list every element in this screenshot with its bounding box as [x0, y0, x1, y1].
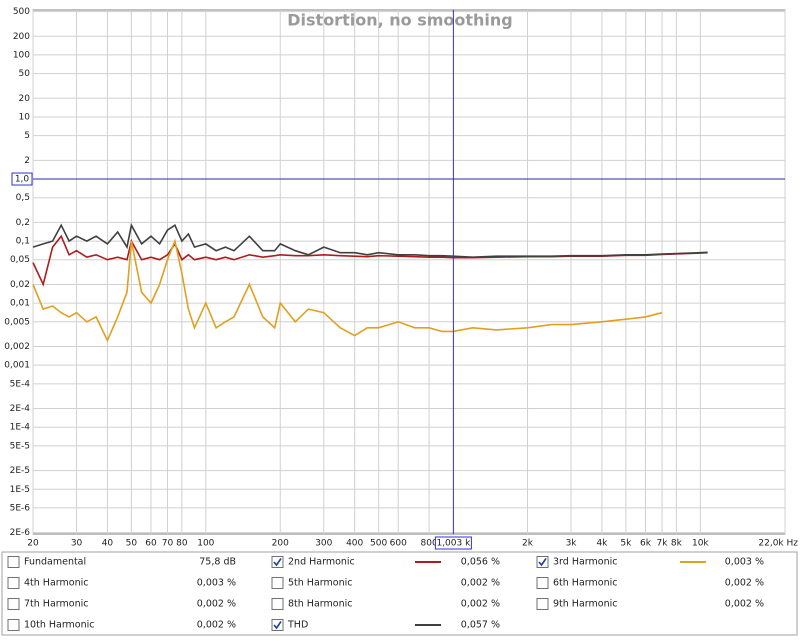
y-tick-label: 5E-4 — [10, 379, 31, 389]
x-tick-label: 10k — [692, 539, 709, 549]
legend-checkbox[interactable] — [271, 556, 284, 568]
y-tick-label: 0,1 — [16, 237, 30, 247]
y-tick-label: 5 — [24, 131, 30, 141]
legend-readout: 0,002 % — [461, 578, 500, 589]
legend-name: 2nd Harmonic — [288, 557, 355, 568]
legend-check — [273, 558, 282, 567]
x-tick-label: 22,0k Hz — [758, 539, 798, 549]
cursor-y-label: 1,0 — [15, 175, 30, 185]
x-tick-label: 50 — [126, 539, 138, 549]
x-tick-label: 800 — [421, 539, 438, 549]
legend-readout: 0,003 % — [197, 578, 236, 589]
y-tick-label: 0,5 — [16, 193, 30, 203]
x-tick-label: 2k — [522, 539, 534, 549]
legend-name: 7th Harmonic — [24, 599, 88, 610]
y-tick-label: 200 — [13, 32, 30, 42]
x-tick-label: 100 — [197, 539, 214, 549]
y-tick-label: 0,001 — [4, 361, 30, 371]
plot-area — [32, 9, 786, 535]
x-tick-label: 60 — [145, 539, 157, 549]
x-tick-label: 200 — [272, 539, 289, 549]
x-tick-label: 3k — [566, 539, 578, 549]
legend-check — [273, 621, 282, 630]
cursor-x-label: 1,003 k — [436, 539, 471, 549]
y-tick-label: 10 — [19, 112, 31, 122]
legend-readout: 0,057 % — [461, 620, 500, 631]
legend-checkbox[interactable] — [536, 577, 549, 589]
y-tick-label: 0,05 — [10, 255, 30, 265]
y-tick-label: 2 — [24, 156, 30, 166]
y-tick-label: 20 — [19, 94, 31, 104]
legend-name: 9th Harmonic — [553, 599, 617, 610]
x-tick-label: 30 — [71, 539, 83, 549]
legend-name: 6th Harmonic — [553, 578, 617, 589]
legend-checkbox[interactable] — [536, 556, 549, 568]
x-tick-label: 300 — [315, 539, 332, 549]
y-tick-label: 100 — [13, 50, 30, 60]
y-tick-label: 2E-5 — [10, 466, 30, 476]
y-tick-label: 0,01 — [10, 299, 30, 309]
y-tick-label: 5E-5 — [10, 441, 30, 451]
y-tick-label: 0,002 — [4, 342, 30, 352]
legend-check — [538, 558, 547, 567]
legend-checkbox[interactable] — [7, 556, 20, 568]
legend-readout: 0,002 % — [197, 620, 236, 631]
legend-name: 5th Harmonic — [288, 578, 352, 589]
legend-readout: 0,002 % — [725, 578, 764, 589]
series-line — [32, 238, 663, 343]
cursor-y-box — [11, 172, 33, 186]
legend-name: 8th Harmonic — [288, 599, 352, 610]
y-tick-label: 0,2 — [16, 218, 30, 228]
legend-readout: 0,002 % — [461, 599, 500, 610]
legend-checkbox[interactable] — [271, 577, 284, 589]
y-tick-label: 0,02 — [10, 280, 30, 290]
legend-checkbox[interactable] — [536, 598, 549, 610]
legend-readout: 0,002 % — [725, 599, 764, 610]
x-tick-label: 70 — [162, 539, 174, 549]
y-tick-label: 1E-4 — [10, 423, 31, 433]
x-tick-label: 6k — [640, 539, 652, 549]
y-tick-label: 2E-4 — [10, 404, 31, 414]
legend-name: 10th Harmonic — [24, 620, 95, 631]
legend-checkbox[interactable] — [7, 577, 20, 589]
x-tick-label: 8k — [671, 539, 683, 549]
legend-readout: 0,056 % — [461, 557, 500, 568]
legend-name: THD — [287, 620, 308, 631]
x-tick-label: 7k — [657, 539, 669, 549]
x-tick-label: 20 — [27, 539, 39, 549]
x-tick-label: 400 — [346, 539, 363, 549]
legend-checkbox[interactable] — [271, 619, 284, 631]
x-tick-label: 80 — [176, 539, 188, 549]
y-tick-label: 50 — [19, 69, 31, 79]
legend-name: 3rd Harmonic — [553, 557, 618, 568]
x-tick-label: 40 — [102, 539, 114, 549]
cursor-x-box — [434, 536, 472, 550]
legend-readout: 75,8 dB — [199, 557, 236, 568]
legend-checkbox[interactable] — [7, 619, 20, 631]
legend-name: 4th Harmonic — [24, 578, 88, 589]
series-line — [32, 222, 708, 259]
y-tick-label: 1E-5 — [10, 485, 30, 495]
y-tick-label: 5E-6 — [10, 503, 31, 513]
x-tick-label: 600 — [390, 539, 407, 549]
x-tick-label: 4k — [596, 539, 608, 549]
y-tick-label: 2E-6 — [10, 528, 31, 538]
legend-readout: 0,002 % — [197, 599, 236, 610]
legend-panel — [1, 551, 798, 636]
legend-readout: 0,003 % — [725, 557, 764, 568]
legend-name: Fundamental — [24, 557, 86, 568]
legend-checkbox[interactable] — [271, 598, 284, 610]
x-tick-label: 500 — [370, 539, 387, 549]
chart-title: Distortion, no smoothing — [287, 11, 512, 30]
legend-checkbox[interactable] — [7, 598, 20, 610]
x-tick-label: 5k — [620, 539, 632, 549]
y-tick-label: 500 — [13, 7, 30, 17]
y-tick-label: 0,005 — [4, 317, 30, 327]
